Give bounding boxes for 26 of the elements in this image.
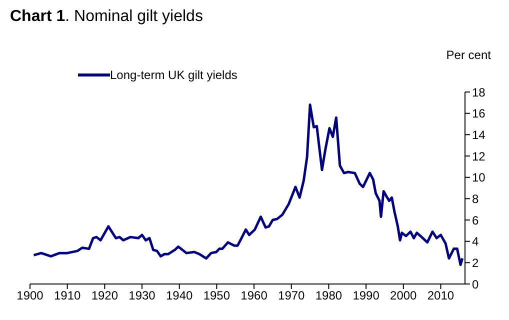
chart-title: Chart 1. Nominal gilt yields <box>10 8 203 25</box>
x-tick-label: 1940 <box>166 288 194 303</box>
x-tick-label: 1900 <box>16 288 44 303</box>
line-series <box>32 104 464 266</box>
y-tick-label: 16 <box>472 106 486 121</box>
y-tick-label: 14 <box>472 128 486 142</box>
x-tick-label: 1920 <box>91 288 118 303</box>
y-tick-label: 18 <box>472 85 486 100</box>
legend-label: Long-term UK gilt yields <box>110 68 238 82</box>
x-tick-label: 1990 <box>352 288 380 303</box>
y-tick-label: 12 <box>472 149 486 164</box>
x-tick-label: 1910 <box>54 288 82 303</box>
x-tick-label: 1950 <box>203 288 230 303</box>
x-tick-label: 1980 <box>315 288 342 303</box>
y-tick-label: 10 <box>472 170 486 185</box>
y-tick-label: 8 <box>472 192 479 206</box>
y-tick-label: 0 <box>472 277 479 292</box>
x-tick-label: 2000 <box>390 288 418 303</box>
y-axis-title: Per cent <box>446 48 491 62</box>
y-tick-label: 4 <box>472 234 479 249</box>
x-tick-label: 1970 <box>278 288 306 303</box>
x-tick-label: 1960 <box>240 288 268 303</box>
x-tick-label: 1930 <box>128 288 156 303</box>
y-tick-label: 6 <box>472 213 479 228</box>
x-tick-label: 2010 <box>427 288 454 303</box>
y-tick-label: 2 <box>472 256 479 270</box>
